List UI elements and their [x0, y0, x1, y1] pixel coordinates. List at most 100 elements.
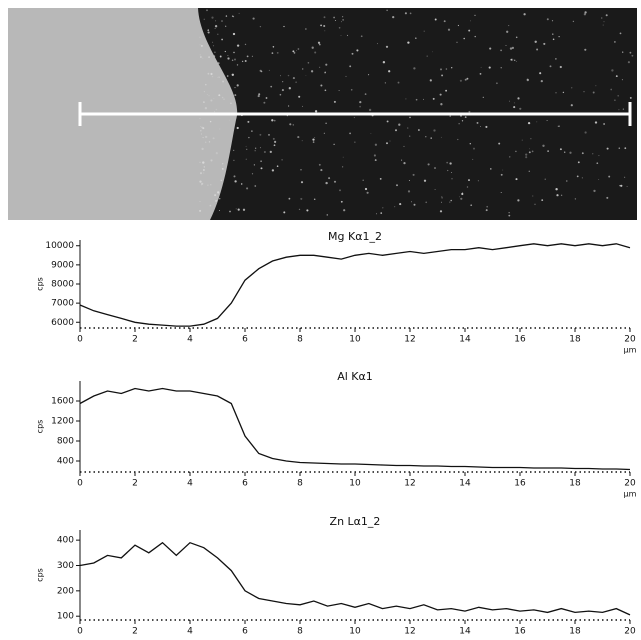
sem-image [8, 8, 637, 220]
speckle [629, 96, 632, 99]
speckle [300, 197, 303, 200]
speckle [211, 16, 214, 19]
speckle [598, 155, 600, 157]
speckle [601, 17, 603, 19]
speckle [614, 41, 616, 43]
speckle [595, 85, 597, 87]
speckle [432, 51, 434, 53]
speckle [204, 141, 207, 143]
speckle [251, 173, 254, 175]
chart-title: Zn Lα1_2 [330, 515, 381, 528]
speckle [224, 50, 226, 53]
y-tick-label: 7000 [51, 299, 74, 309]
speckle [624, 176, 626, 178]
speckle [407, 190, 411, 193]
speckle [199, 36, 201, 39]
speckle [231, 15, 234, 17]
speckle [515, 178, 518, 181]
speckle [506, 30, 509, 33]
speckle [441, 201, 442, 203]
speckle [505, 45, 507, 47]
speckle [472, 158, 474, 160]
speckle [602, 24, 604, 26]
speckle [525, 153, 528, 156]
speckle [539, 72, 542, 75]
speckle [544, 178, 546, 180]
speckle [620, 184, 623, 187]
speckle [469, 142, 472, 145]
speckle [199, 172, 203, 175]
speckle [292, 50, 295, 53]
speckle [209, 120, 212, 123]
speckle [354, 141, 356, 143]
speckle [274, 140, 277, 143]
speckle [353, 116, 356, 119]
speckle [621, 79, 623, 81]
speckle [433, 129, 436, 132]
speckle [199, 118, 201, 119]
speckle [447, 169, 449, 172]
speckle [500, 192, 502, 193]
speckle [530, 138, 532, 140]
speckle [523, 13, 526, 16]
speckle [326, 214, 329, 216]
speckle [396, 184, 398, 187]
x-tick-label: 14 [459, 479, 471, 489]
speckle [374, 159, 377, 162]
speckle [617, 95, 619, 97]
speckle [342, 16, 344, 18]
speckle [429, 79, 432, 82]
speckle [259, 69, 262, 72]
speckle [305, 75, 307, 76]
speckle [233, 175, 236, 178]
speckle [430, 137, 432, 139]
speckle [236, 44, 240, 47]
speckle [298, 208, 301, 211]
speckle [241, 60, 244, 63]
speckle [407, 41, 410, 44]
speckle [434, 18, 437, 21]
speckle [323, 132, 325, 134]
speckle [510, 58, 513, 61]
speckle [423, 30, 425, 32]
speckle [207, 31, 210, 34]
speckle [525, 156, 528, 159]
speckle [405, 98, 407, 100]
speckle [398, 123, 401, 126]
speckle [288, 197, 291, 200]
speckle [536, 121, 538, 123]
speckle [409, 12, 412, 15]
speckle [376, 43, 379, 45]
speckle [631, 54, 634, 57]
speckle [460, 197, 463, 200]
speckle [231, 59, 234, 62]
speckle [576, 175, 579, 178]
speckle [289, 123, 292, 126]
speckle [490, 168, 492, 170]
speckle [204, 135, 208, 138]
x-tick-label: 0 [77, 627, 83, 637]
speckle [508, 100, 510, 102]
speckle [468, 179, 470, 182]
speckle [394, 206, 396, 208]
speckle [246, 148, 248, 150]
y-axis-label: cps [36, 568, 45, 582]
speckle [215, 151, 218, 155]
speckle [519, 107, 522, 110]
speckle [443, 20, 446, 23]
speckle [200, 133, 203, 135]
y-axis-label: cps [36, 420, 45, 434]
speckle [227, 57, 230, 60]
speckle [236, 84, 239, 87]
speckle [296, 50, 298, 52]
speckle [618, 109, 620, 111]
speckle [557, 125, 559, 127]
speckle [213, 55, 216, 57]
speckle [370, 133, 372, 135]
speckle [603, 21, 605, 23]
speckle [340, 34, 342, 36]
speckle [209, 204, 212, 207]
speckle [583, 91, 585, 93]
speckle [555, 188, 558, 191]
speckle [417, 129, 420, 131]
